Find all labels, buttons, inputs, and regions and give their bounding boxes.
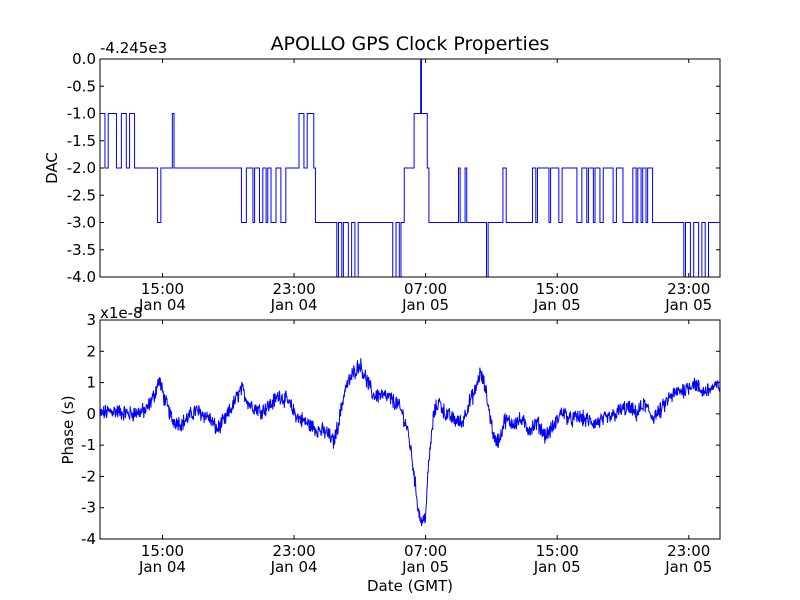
ytick-label: 2 (86, 342, 96, 360)
ytick-label: -0.5 (67, 77, 96, 95)
phase-series (100, 358, 720, 527)
xtick-time-label: 15:00 (141, 280, 184, 298)
xtick-time-label: 23:00 (272, 280, 315, 298)
ytick-label: -3 (81, 499, 96, 517)
phase-yticks: 3 2 1 0 -1 -2 -3 -4 (81, 311, 720, 548)
phase-axes-frame (99, 319, 721, 540)
dac-line (100, 59, 720, 277)
dac-yticks: 0.0 -0.5 -1.0 -1.5 -2.0 -2.5 -3.0 -3.5 -4.0 (67, 50, 720, 286)
ytick-label: -3.5 (67, 241, 96, 259)
xtick-date-label: Jan 05 (401, 296, 449, 314)
ytick-label: -4 (81, 530, 96, 548)
ytick-label: -2 (81, 467, 96, 485)
ytick-label: -1.5 (67, 132, 96, 150)
ytick-label: -4.0 (67, 268, 96, 286)
ytick-label: -1 (81, 436, 96, 454)
x-axis-label: Date (GMT) (367, 577, 453, 595)
xtick-time-label: 23:00 (667, 542, 710, 560)
ytick-label: 3 (86, 311, 96, 329)
chart-title: APOLLO GPS Clock Properties (271, 33, 550, 55)
dac-axes-frame (99, 58, 721, 278)
ytick-label: -1.0 (67, 105, 96, 123)
dac-panel: -4.245e3 DAC 0.0 -0.5 -1.0 -1.5 -2.0 -2.5 -3.0… (43, 39, 721, 314)
xtick-time-label: 15:00 (141, 542, 184, 560)
xtick-date-label: Jan 05 (664, 296, 712, 314)
xtick-date-label: Jan 04 (270, 558, 318, 576)
xtick-date-label: Jan 04 (138, 558, 186, 576)
ytick-label: 0 (86, 405, 96, 423)
xtick-date-label: Jan 05 (401, 558, 449, 576)
xtick-date-label: Jan 04 (270, 296, 318, 314)
ytick-label: 0.0 (72, 50, 96, 68)
xtick-time-label: 23:00 (272, 542, 315, 560)
xtick-date-label: Jan 04 (138, 296, 186, 314)
phase-line (100, 358, 720, 527)
xtick-date-label: Jan 05 (533, 296, 581, 314)
phase-offset-text: x1e-8 (100, 304, 143, 322)
xtick-time-label: 07:00 (404, 542, 447, 560)
dac-series (100, 59, 720, 277)
xtick-time-label: 15:00 (536, 542, 579, 560)
ytick-label: -2.5 (67, 186, 96, 204)
dac-ylabel: DAC (43, 152, 61, 184)
xtick-time-label: 23:00 (667, 280, 710, 298)
xtick-date-label: Jan 05 (664, 558, 712, 576)
ytick-label: -2.0 (67, 159, 96, 177)
phase-ylabel: Phase (s) (59, 395, 77, 464)
xtick-time-label: 07:00 (404, 280, 447, 298)
xtick-time-label: 15:00 (536, 280, 579, 298)
ytick-label: -3.0 (67, 214, 96, 232)
xtick-date-label: Jan 05 (533, 558, 581, 576)
dac-offset-text: -4.245e3 (100, 39, 167, 57)
ytick-label: 1 (86, 374, 96, 392)
